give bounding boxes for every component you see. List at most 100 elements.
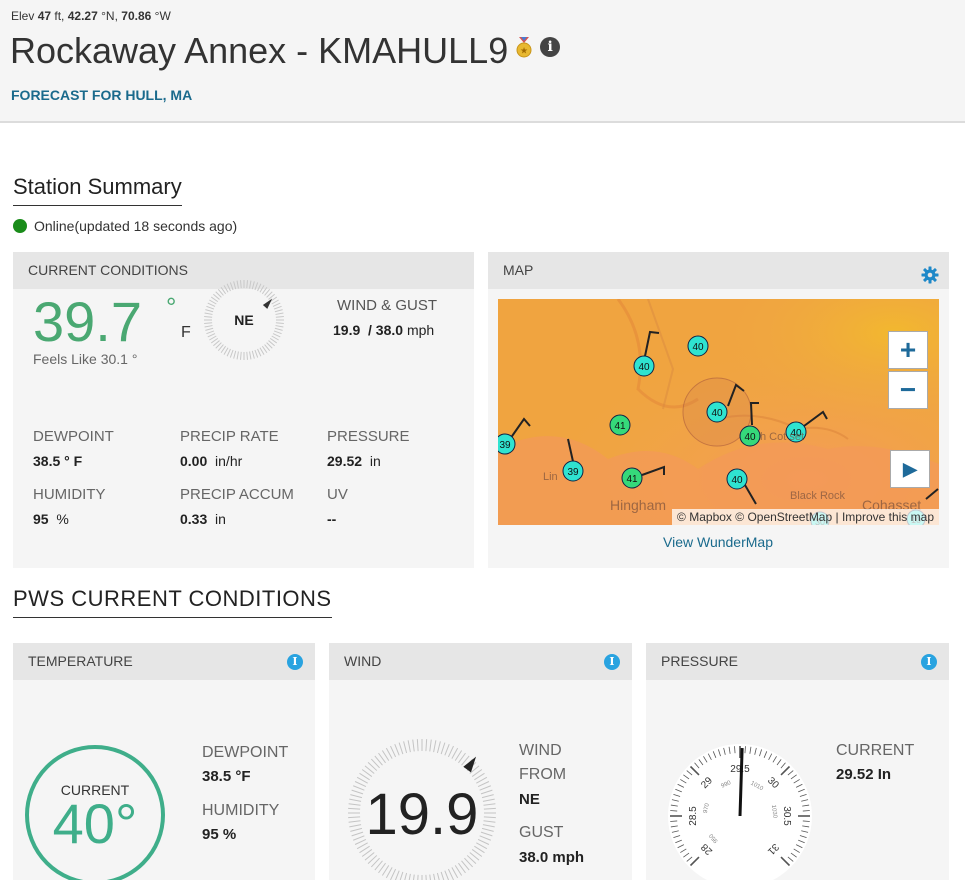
dial-tick bbox=[461, 755, 470, 766]
wind-info-icon[interactable]: i bbox=[604, 654, 620, 670]
online-status-text: Online(updated 18 seconds ago) bbox=[34, 218, 238, 234]
dial-tick bbox=[257, 283, 262, 292]
dial-tick bbox=[447, 745, 454, 758]
pressure-tick bbox=[677, 783, 685, 788]
dial-tick bbox=[273, 305, 282, 310]
dial-tick bbox=[471, 769, 483, 777]
dewpoint-label: DEWPOINT bbox=[33, 428, 114, 445]
forecast-link[interactable]: FORECAST FOR HULL, MA bbox=[11, 87, 193, 103]
zoom-in-button[interactable]: + bbox=[888, 331, 928, 369]
dial-tick bbox=[385, 747, 393, 759]
dial-tick bbox=[477, 781, 490, 788]
dial-tick bbox=[374, 860, 383, 871]
feels-like: Feels Like 30.1 ° bbox=[33, 351, 138, 367]
elev-label: Elev bbox=[11, 9, 35, 23]
dial-tick bbox=[356, 842, 368, 850]
dial-tick bbox=[440, 742, 446, 755]
dial-tick bbox=[425, 739, 428, 752]
dial-tick bbox=[479, 835, 491, 841]
pressure-tick bbox=[694, 762, 700, 769]
elev-unit: ft, bbox=[54, 9, 65, 23]
dial-tick bbox=[251, 350, 255, 359]
wind-gust-value: 19.9 / 38.0 mph bbox=[333, 322, 434, 338]
pressure-tick bbox=[671, 799, 679, 802]
pressure-tick bbox=[734, 746, 736, 754]
wind-speed-value: 19.9 bbox=[333, 322, 361, 338]
dial-tick bbox=[261, 345, 268, 354]
temperature-info-icon[interactable]: i bbox=[287, 654, 303, 670]
play-animation-button[interactable]: ▶ bbox=[890, 450, 930, 488]
dial-tick bbox=[271, 299, 279, 305]
dial-tick bbox=[206, 330, 215, 335]
dial-tick bbox=[483, 803, 496, 806]
dial-tick bbox=[264, 344, 271, 351]
precip-rate-metric: PRECIP RATE 0.00 in/hr bbox=[180, 428, 279, 469]
dial-tick bbox=[213, 293, 220, 300]
dial-tick bbox=[273, 330, 282, 335]
lon-value: 70.86 bbox=[121, 9, 152, 23]
dial-tick bbox=[458, 752, 466, 764]
wind-from-label-2: FROM bbox=[519, 766, 567, 783]
svg-text:40: 40 bbox=[638, 362, 650, 373]
pressure-tick bbox=[671, 830, 679, 833]
view-wundermap-link[interactable]: View WunderMap bbox=[663, 534, 773, 550]
pressure-tick bbox=[689, 856, 700, 867]
dial-tick bbox=[398, 742, 404, 755]
pressure-current-value: 29.52 In bbox=[836, 766, 892, 783]
zoom-out-button[interactable]: − bbox=[888, 371, 928, 409]
pressure-label: PRESSURE bbox=[327, 428, 410, 445]
temperature-unit: F bbox=[181, 324, 191, 341]
uv-value: -- bbox=[327, 511, 348, 527]
dial-tick bbox=[447, 868, 454, 880]
dial-tick bbox=[474, 845, 485, 854]
medal-icon[interactable]: ★ bbox=[516, 26, 532, 68]
pressure-tick bbox=[754, 747, 757, 755]
dial-tick bbox=[207, 302, 216, 307]
dial-tick bbox=[483, 816, 496, 819]
dial-tick bbox=[251, 281, 255, 290]
dial-tick bbox=[381, 865, 390, 876]
dial-tick bbox=[354, 781, 367, 788]
dial-tick bbox=[351, 789, 364, 795]
current-conditions-header: CURRENT CONDITIONS bbox=[13, 252, 474, 289]
pressure-unit: in bbox=[369, 453, 381, 469]
gear-icon[interactable] bbox=[921, 261, 939, 298]
dial-tick bbox=[206, 305, 215, 310]
dial-tick bbox=[378, 752, 386, 764]
pressure-gauge-label: 30.5 bbox=[781, 806, 792, 826]
mapbox-attribution-link[interactable]: © Mapbox bbox=[677, 510, 732, 524]
pressure-tick bbox=[675, 839, 682, 844]
dial-tick bbox=[394, 744, 400, 756]
dial-tick bbox=[476, 842, 488, 850]
dial-tick bbox=[226, 348, 231, 357]
dial-tick bbox=[403, 741, 408, 754]
pressure-tick bbox=[686, 856, 693, 862]
dewpoint-number: 38.5 bbox=[33, 453, 61, 469]
pressure-tick bbox=[744, 746, 746, 754]
osm-attribution-link[interactable]: © OpenStreetMap bbox=[735, 510, 833, 524]
pressure-panel-title: PRESSURE bbox=[661, 653, 739, 669]
pressure-tick bbox=[670, 810, 678, 812]
pressure-tick bbox=[793, 848, 800, 853]
svg-text:40: 40 bbox=[692, 342, 704, 353]
elevation-coordinates: Elev 47 ft, 42.27 °N, 70.86 °W bbox=[11, 9, 171, 23]
dial-tick bbox=[483, 807, 496, 810]
improve-map-link[interactable]: Improve this map bbox=[841, 510, 934, 524]
dial-tick bbox=[254, 282, 259, 291]
pressure-tick bbox=[728, 746, 731, 754]
pressure-info-icon[interactable]: i bbox=[921, 654, 937, 670]
dial-tick bbox=[433, 740, 437, 753]
pressure-tick bbox=[790, 774, 797, 780]
dial-tick bbox=[390, 745, 397, 758]
weather-map-canvas: 40 40 40 41 40 40 39 39 41 40 30 10 bbox=[498, 299, 939, 525]
pressure-gauge-hpa-label: 950 bbox=[708, 832, 719, 844]
dial-tick bbox=[374, 755, 383, 766]
dial-tick bbox=[378, 862, 386, 874]
online-status: Online(updated 18 seconds ago) bbox=[13, 218, 237, 234]
dial-tick bbox=[275, 316, 284, 318]
weather-map[interactable]: 40 40 40 41 40 40 39 39 41 40 30 10 Hing… bbox=[498, 299, 939, 525]
lon-unit: °W bbox=[154, 9, 171, 23]
station-info-icon[interactable]: i bbox=[540, 37, 561, 58]
pressure-tick bbox=[776, 759, 782, 766]
dial-tick bbox=[223, 285, 229, 293]
